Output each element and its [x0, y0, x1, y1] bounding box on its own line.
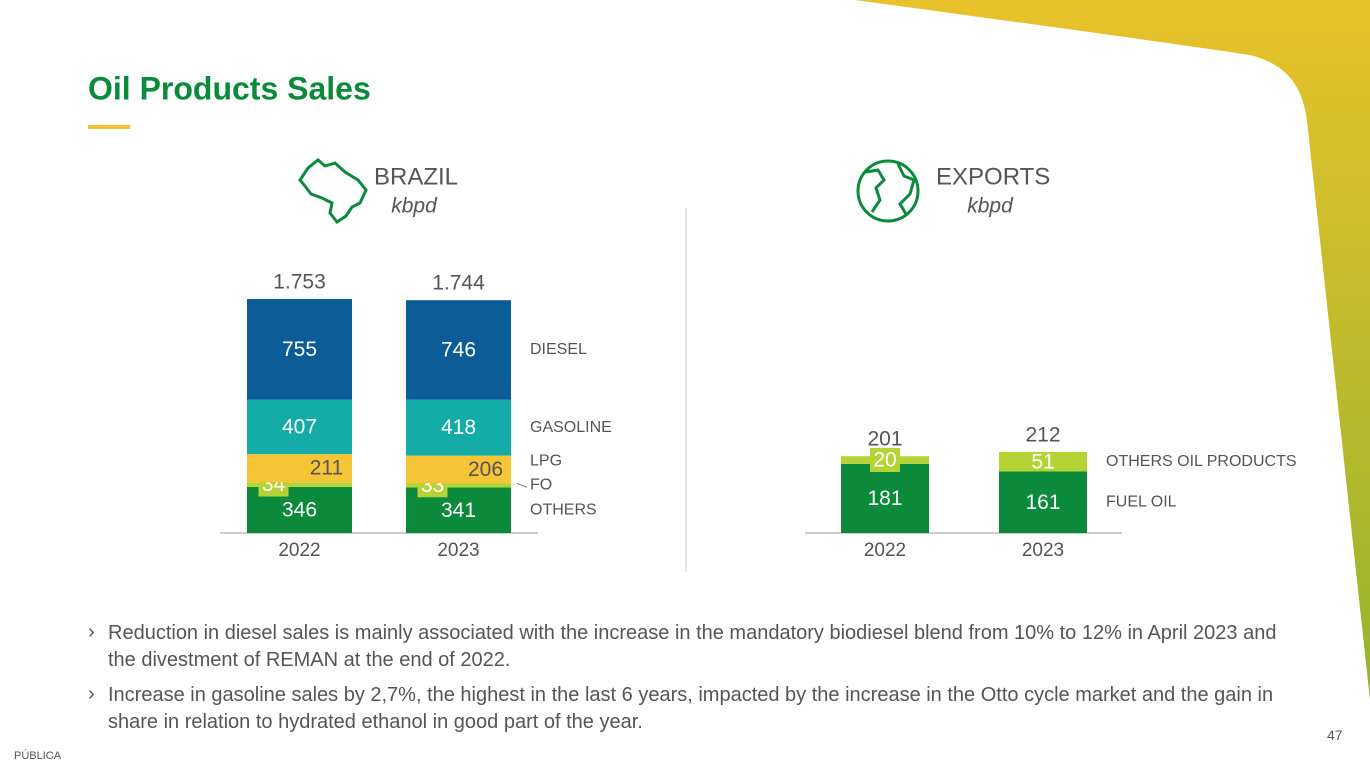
legend-label: LPG: [530, 452, 562, 469]
value-label: 407: [282, 415, 317, 438]
value-label: 746: [441, 339, 476, 362]
value-label: 346: [282, 498, 317, 521]
bar-segment: [247, 399, 352, 455]
total-label: 1.753: [273, 271, 326, 294]
legend-leader: [516, 482, 528, 488]
legend-label: OTHERS OIL PRODUCTS: [1106, 453, 1297, 470]
value-label: 181: [867, 487, 902, 510]
bullet-list: Reduction in diesel sales is mainly asso…: [88, 619, 1288, 744]
classification: PÚBLICA: [14, 750, 62, 762]
page-number: 47: [1327, 727, 1343, 743]
globe-icon: [856, 159, 920, 223]
value-label: 20: [873, 449, 896, 472]
bar-segment: [841, 463, 929, 533]
value-label: 755: [282, 338, 317, 361]
value-label: 206: [468, 458, 503, 481]
total-label: 212: [1025, 424, 1060, 447]
bullet: Increase in gasoline sales by 2,7%, the …: [88, 681, 1288, 736]
title-underline: [88, 125, 130, 129]
x-tick-label: 2023: [437, 540, 479, 561]
legend-label: FO: [530, 476, 552, 493]
bar-segment: [999, 471, 1087, 533]
value-label: 341: [441, 499, 476, 522]
legend-label: DIESEL: [530, 341, 587, 358]
chart-title: BRAZIL: [374, 163, 458, 190]
chart-title: EXPORTS: [936, 163, 1050, 190]
slide-title: Oil Products Sales: [88, 70, 371, 106]
value-label: 211: [310, 457, 343, 480]
x-tick-label: 2022: [864, 540, 906, 561]
x-tick-label: 2023: [1022, 540, 1064, 561]
value-label: 51: [1031, 450, 1054, 473]
chart-subtitle: kbpd: [391, 195, 438, 218]
chart-subtitle: kbpd: [967, 195, 1014, 218]
bullet: Reduction in diesel sales is mainly asso…: [88, 619, 1288, 674]
value-label: 161: [1025, 491, 1060, 514]
bar-segment: [406, 300, 511, 400]
x-tick-label: 2022: [278, 540, 320, 561]
legend-label: GASOLINE: [530, 419, 612, 436]
brazil-icon: [298, 158, 368, 225]
bar-segment: [247, 482, 352, 487]
value-label: 418: [441, 416, 476, 439]
total-label: 201: [867, 428, 902, 451]
legend-label: FUEL OIL: [1106, 493, 1177, 510]
bar-segment: [247, 454, 352, 483]
bar-segment: [999, 452, 1087, 472]
total-label: 1.744: [432, 272, 485, 295]
legend-label: OTHERS: [530, 501, 597, 518]
bar-segment: [406, 483, 511, 488]
label-badge: [870, 448, 900, 473]
bar-segment: [406, 455, 511, 484]
bar-segment: [247, 299, 352, 400]
bar-segment: [406, 399, 511, 456]
